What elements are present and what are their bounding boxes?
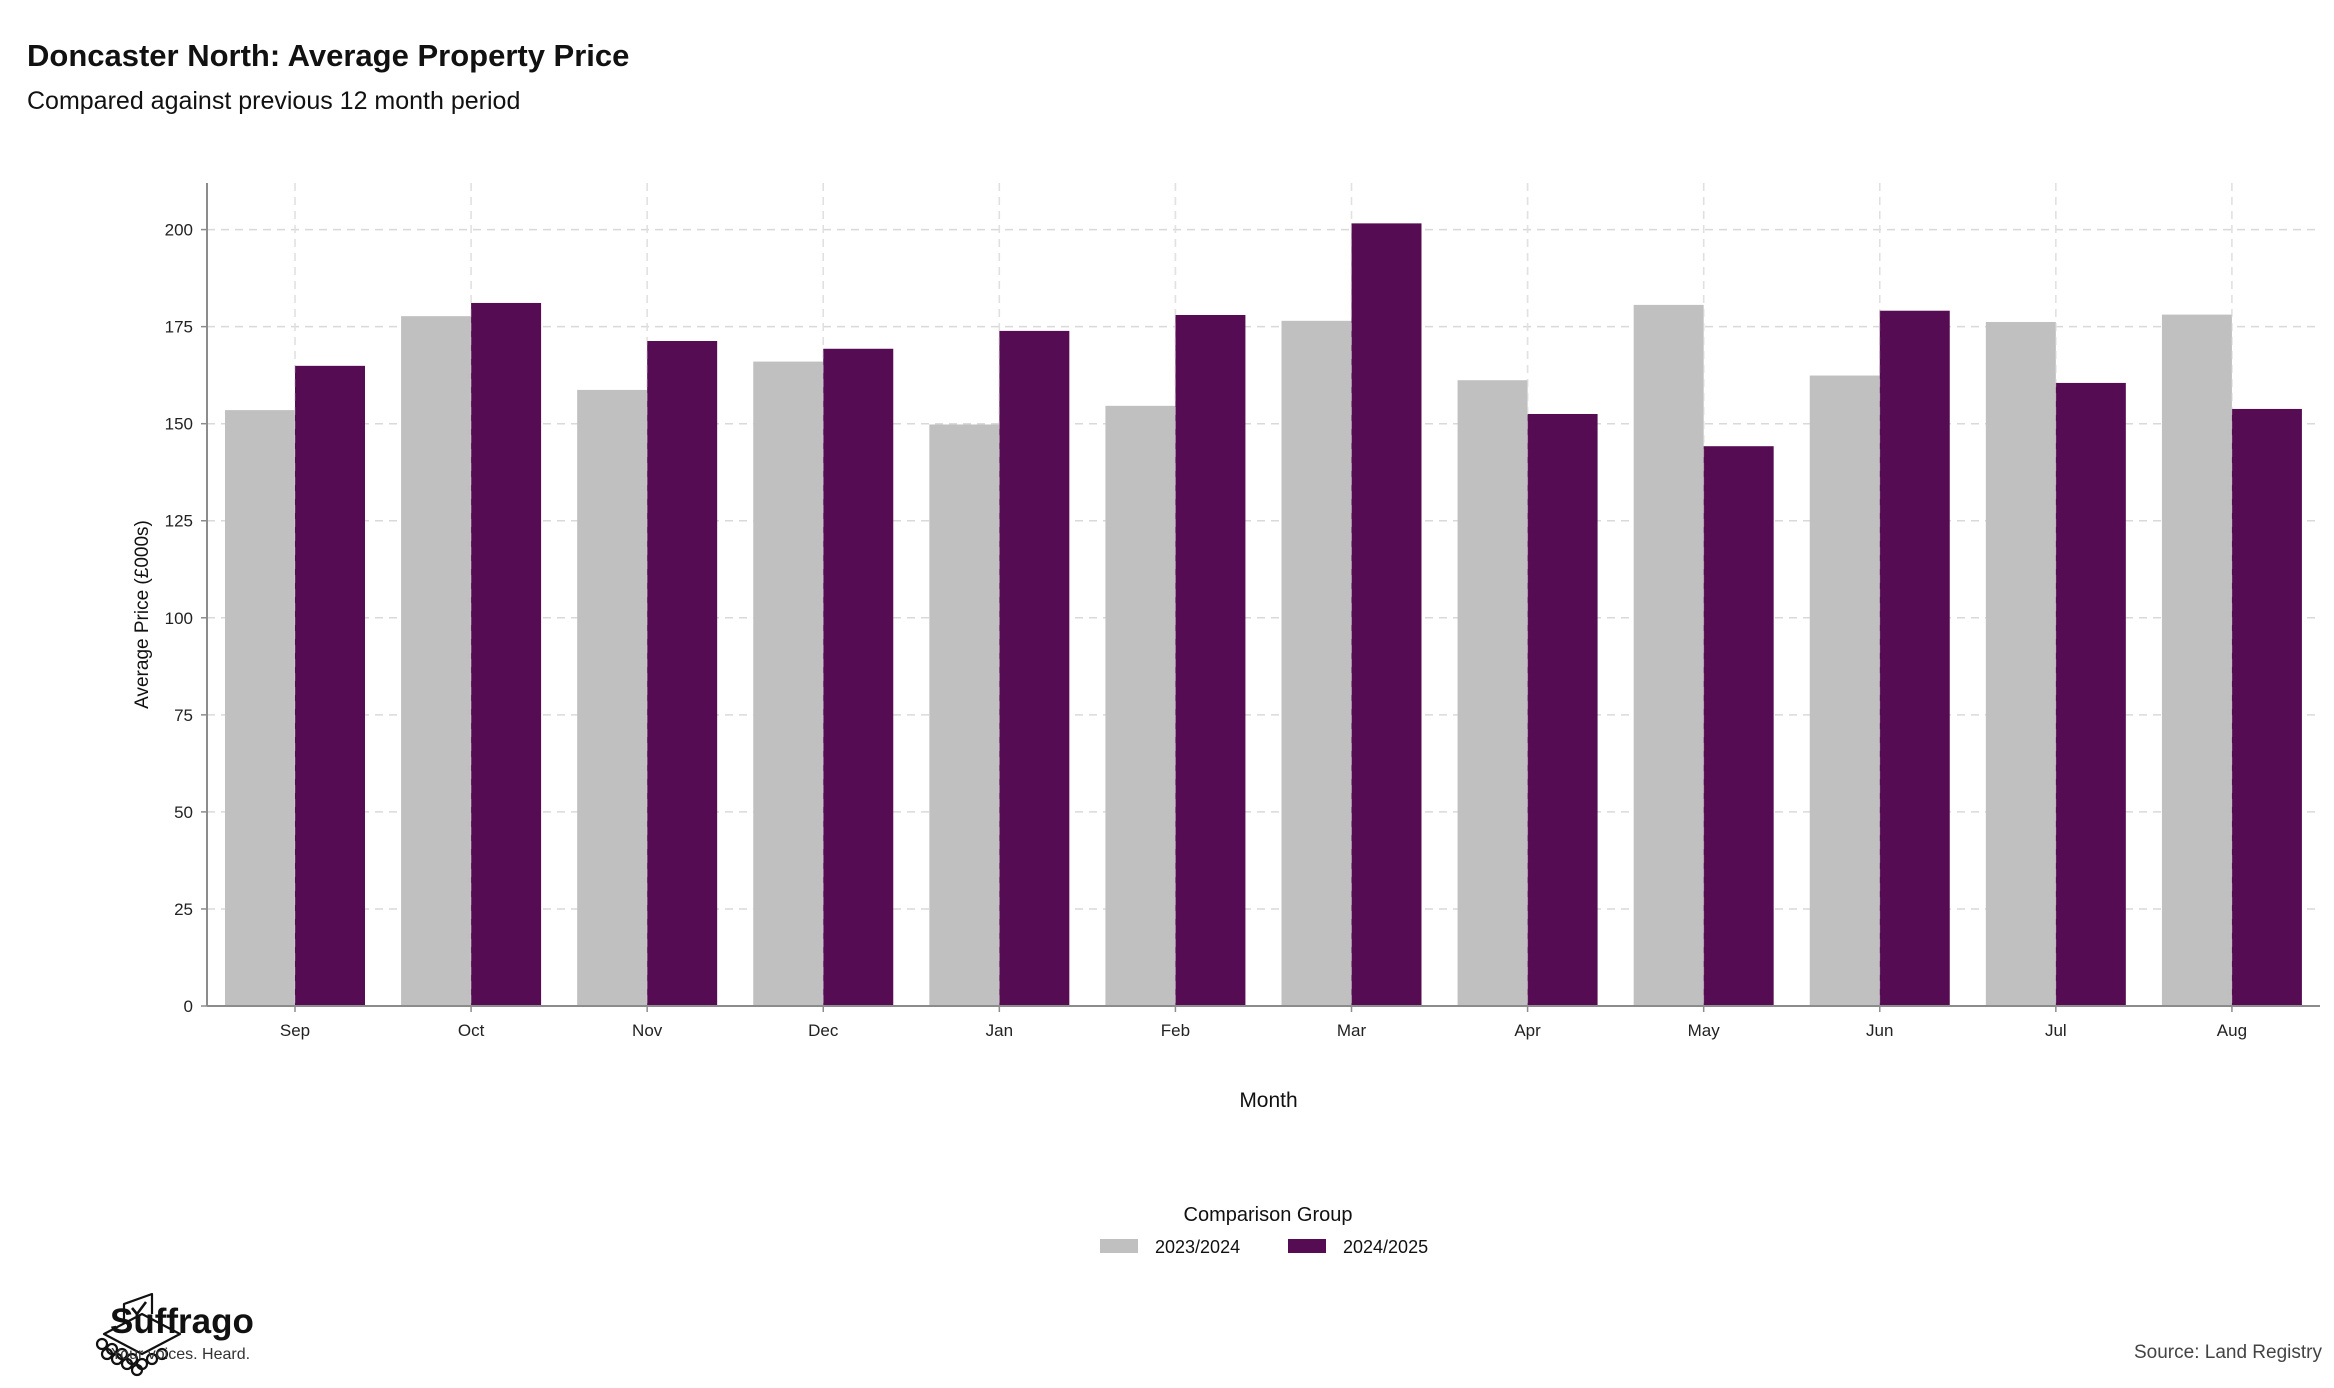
brand-name: Suffrago <box>110 1302 254 1341</box>
bar-apr-2024-2025 <box>1527 413 1598 1006</box>
bar-nov-2023-2024 <box>577 389 648 1006</box>
bar-jun-2024-2025 <box>1879 310 1950 1006</box>
bar-oct-2024-2025 <box>471 302 542 1006</box>
bar-aug-2023-2024 <box>2161 314 2232 1006</box>
bar-may-2024-2025 <box>1703 446 1774 1006</box>
y-tick-label: 25 <box>174 900 193 919</box>
x-tick-label: Sep <box>280 1021 310 1040</box>
brand-tagline: Your voices. Heard. <box>111 1346 251 1363</box>
y-tick-label: 125 <box>165 512 193 531</box>
legend-label: 2024/2025 <box>1343 1237 1428 1257</box>
axes <box>201 183 2320 1012</box>
bar-aug-2024-2025 <box>2231 408 2302 1007</box>
bar-jan-2024-2025 <box>999 330 1070 1006</box>
y-tick-label: 50 <box>174 803 193 822</box>
bar-mar-2023-2024 <box>1281 320 1352 1006</box>
bar-nov-2024-2025 <box>647 341 718 1006</box>
axis-labels: 0 25 50 75 100 125 150 175 200 Sep Oct Nov Dec Jan Feb… <box>132 221 2247 1112</box>
bar-feb-2024-2025 <box>1175 314 1246 1006</box>
x-tick-label: Jan <box>986 1021 1013 1040</box>
bar-apr-2023-2024 <box>1457 380 1528 1006</box>
bar-jan-2023-2024 <box>929 424 1000 1006</box>
legend-swatch <box>1100 1239 1138 1253</box>
legend-label: 2023/2024 <box>1155 1237 1240 1257</box>
y-tick-label: 75 <box>174 706 193 725</box>
bar-jun-2023-2024 <box>1809 375 1880 1007</box>
y-tick-label: 0 <box>184 997 193 1016</box>
x-tick-label: Dec <box>808 1021 839 1040</box>
y-tick-label: 100 <box>165 609 193 628</box>
bar-jul-2023-2024 <box>1985 321 2056 1007</box>
x-tick-label: Mar <box>1337 1021 1367 1040</box>
x-tick-label: May <box>1688 1021 1721 1040</box>
x-tick-label: Jul <box>2045 1021 2067 1040</box>
y-axis-title: Average Price (£000s) <box>132 520 153 709</box>
bar-mar-2024-2025 <box>1351 223 1422 1006</box>
x-tick-label: Jun <box>1866 1021 1893 1040</box>
x-axis-title: Month <box>1239 1089 1297 1112</box>
legend-swatch <box>1288 1239 1326 1253</box>
legend: Comparison Group 2023/2024 2024/2025 <box>1100 1204 1428 1257</box>
bar-jul-2024-2025 <box>2055 382 2126 1006</box>
legend-title: Comparison Group <box>1184 1204 1353 1226</box>
y-tick-label: 175 <box>165 318 193 337</box>
bar-chart: 0 25 50 75 100 125 150 175 200 Sep Oct Nov Dec Jan Feb… <box>132 183 2320 1257</box>
bar-feb-2023-2024 <box>1105 405 1176 1006</box>
x-tick-label: Apr <box>1514 1021 1541 1040</box>
bar-dec-2024-2025 <box>823 348 894 1006</box>
x-tick-label: Feb <box>1161 1021 1190 1040</box>
y-tick-label: 200 <box>165 221 193 240</box>
x-tick-label: Nov <box>632 1021 663 1040</box>
y-tick-label: 150 <box>165 415 193 434</box>
bars <box>225 183 2302 1007</box>
bar-dec-2023-2024 <box>753 361 824 1007</box>
source-note: Source: Land Registry <box>2134 1342 2322 1363</box>
bar-may-2023-2024 <box>1633 304 1704 1006</box>
x-tick-label: Oct <box>458 1021 485 1040</box>
bar-oct-2023-2024 <box>401 316 472 1007</box>
chart-title: Doncaster North: Average Property Price <box>27 38 630 73</box>
suffrago-logo-icon <box>95 1292 182 1377</box>
bar-sep-2024-2025 <box>295 365 365 1006</box>
x-tick-label: Aug <box>2217 1021 2247 1040</box>
bar-sep-2023-2024 <box>225 410 295 1006</box>
chart-subtitle: Compared against previous 12 month perio… <box>27 87 521 115</box>
